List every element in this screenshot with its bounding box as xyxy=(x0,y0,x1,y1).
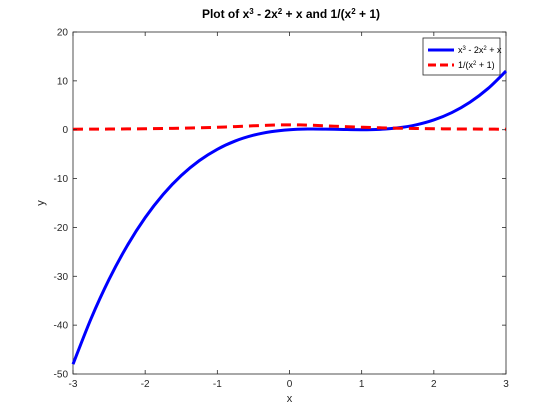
y-tick-label: 0 xyxy=(62,125,68,136)
y-tick-label: -40 xyxy=(54,321,69,332)
y-tick-label: -20 xyxy=(54,223,69,234)
y-tick-label: 10 xyxy=(57,76,69,87)
x-tick-label: 3 xyxy=(503,379,509,390)
series-line-rational xyxy=(72,123,507,131)
series-layer xyxy=(71,70,508,365)
y-tick-label: -50 xyxy=(54,370,69,381)
x-tick-label: -1 xyxy=(213,379,222,390)
y-axis-label: y xyxy=(35,200,47,206)
y-tick-label: 20 xyxy=(57,28,69,39)
series-line-cubic xyxy=(71,70,508,365)
x-tick-label: 2 xyxy=(431,379,437,390)
y-tick-label: -10 xyxy=(54,174,69,185)
y-tick-label: -30 xyxy=(54,272,69,283)
x-axis-label: x xyxy=(287,393,293,405)
x-tick-label: -3 xyxy=(69,379,78,390)
legend: x3 - 2x2 + x 1/(x2 + 1) xyxy=(422,37,502,76)
legend-label-cubic: x3 - 2x2 + x xyxy=(458,45,502,55)
x-tick-label: -2 xyxy=(141,379,150,390)
axes-box xyxy=(72,31,507,375)
x-tick-label: 0 xyxy=(287,379,293,390)
legend-box xyxy=(422,37,501,76)
chart-title: Plot of x3 - 2x2 + x and 1/(x2 + 1) xyxy=(202,7,380,22)
x-tick-label: 1 xyxy=(359,379,365,390)
legend-label-rational: 1/(x2 + 1) xyxy=(458,60,495,70)
